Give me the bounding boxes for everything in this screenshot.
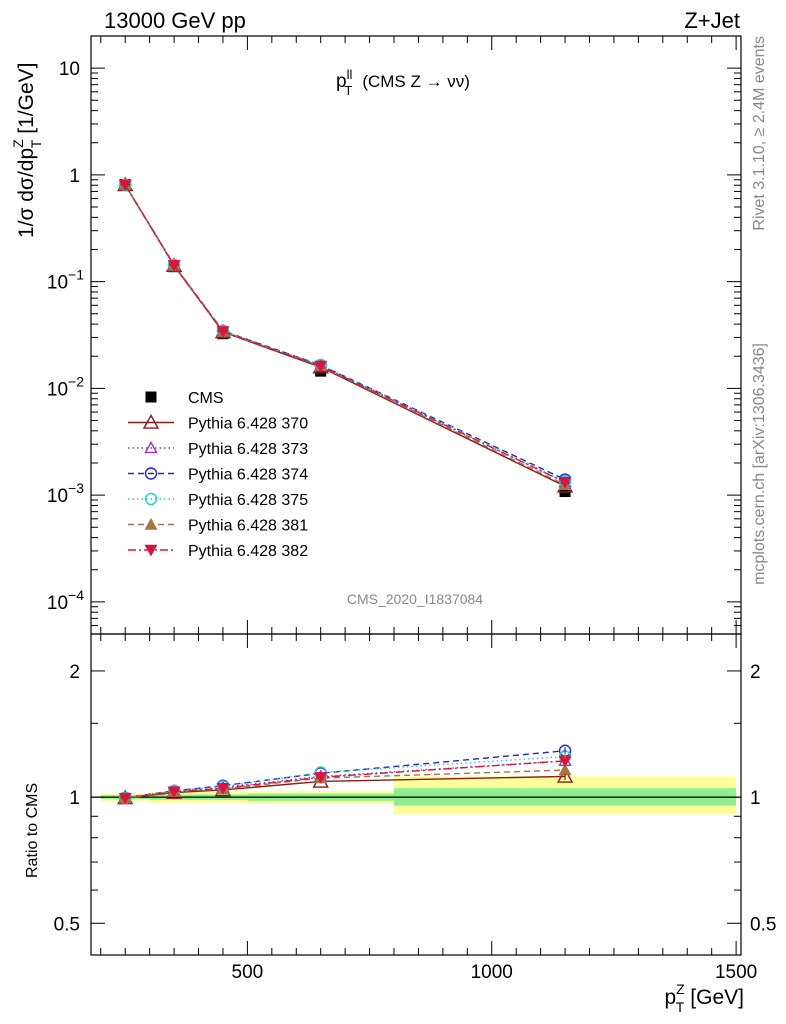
main-point-s382 xyxy=(118,179,132,192)
header-left: 13000 GeV pp xyxy=(104,8,246,33)
x-tick-label: 1000 xyxy=(471,962,513,983)
ratio-y-tick-label: 0.5 xyxy=(54,914,80,935)
xlabel-sup: Z xyxy=(676,981,685,997)
source-label: mcplots.cern.ch [arXiv:1306.3436] xyxy=(751,343,768,585)
legend-marker-s373 xyxy=(144,441,158,454)
ratio-y-axis-label: Ratio to CMS xyxy=(24,783,41,878)
xlabel-sub: T xyxy=(676,999,685,1015)
x-tick-label: 500 xyxy=(232,962,264,983)
xlabel-unit: [GeV] xyxy=(690,986,744,1009)
main-point-s382 xyxy=(314,360,328,373)
legend-marker-s370 xyxy=(142,414,160,429)
legend-label: Pythia 6.428 374 xyxy=(188,467,308,484)
ylabel-base: 1/σ dσ/dp xyxy=(15,148,38,238)
main-point-s382 xyxy=(216,326,230,339)
ratio-point-s382 xyxy=(118,792,132,805)
title-sup: ll xyxy=(347,67,353,82)
ylabel-sup: Z xyxy=(10,139,26,148)
legend-label: Pythia 6.428 382 xyxy=(188,543,308,560)
title-base: p xyxy=(336,71,347,92)
main-line-s381 xyxy=(124,184,566,486)
y-tick-label: 1 xyxy=(69,166,80,187)
legend-marker-s381 xyxy=(144,518,158,530)
x-tick-label: 1500 xyxy=(715,962,757,983)
legend: CMS Pythia 6.428 370 Pythia 6.428 373 Pythi… xyxy=(128,390,308,560)
main-point-s382 xyxy=(167,260,181,272)
legend-marker-s382 xyxy=(144,544,158,557)
legend-marker-cms xyxy=(145,391,157,403)
y-tick-label: 10 xyxy=(59,59,80,80)
ratio-panel-frame xyxy=(90,633,742,956)
main-line-s373 xyxy=(124,184,566,483)
ratio-point-s382 xyxy=(314,772,328,784)
y-tick-label: 10−3 xyxy=(47,480,84,507)
header-right: Z+Jet xyxy=(684,8,740,33)
title-sub: T xyxy=(344,83,352,98)
ratio-y-tick-label-right: 0.5 xyxy=(750,914,776,935)
plot-title: pll T (CMS Z → νν) xyxy=(336,67,470,98)
main-y-axis-label: 1/σ dσ/dpZ T [1/GeV] xyxy=(10,63,44,238)
ratio-point-s382 xyxy=(216,783,230,795)
y-tick-label: 10−2 xyxy=(47,373,84,400)
legend-label: Pythia 6.428 381 xyxy=(188,518,308,535)
main-line-s375 xyxy=(124,184,566,482)
ratio-y-tick-label: 1 xyxy=(69,788,80,809)
ylabel-sub: T xyxy=(28,139,44,148)
legend-label: Pythia 6.428 375 xyxy=(188,492,308,509)
ratio-point-s382 xyxy=(167,786,181,799)
main-point-s382 xyxy=(558,477,572,489)
y-tick-label: 10−4 xyxy=(47,587,84,614)
ratio-y-tick-label-right: 2 xyxy=(750,662,761,683)
title-rest: (CMS Z → νν) xyxy=(362,72,470,91)
legend-label: Pythia 6.428 370 xyxy=(188,416,308,433)
xlabel-base: p xyxy=(664,986,676,1009)
legend-marker-s374 xyxy=(144,467,158,480)
ratio-y-tick-label-right: 1 xyxy=(750,788,761,809)
y-tick-label: 10−1 xyxy=(47,267,84,294)
rivet-label: Rivet 3.1.10, ≥ 2.4M events xyxy=(751,36,768,231)
main-line-s374 xyxy=(124,184,566,481)
ylabel-unit: [1/GeV] xyxy=(15,63,38,134)
main-line-s382 xyxy=(124,184,566,483)
x-axis-label: pZ T [GeV] xyxy=(664,981,744,1015)
ratio-y-tick-label: 2 xyxy=(69,662,80,683)
analysis-watermark: CMS_2020_I1837084 xyxy=(347,591,483,607)
legend-marker-s375 xyxy=(144,492,158,506)
legend-label: CMS xyxy=(188,390,224,407)
ratio-point-s370 xyxy=(556,768,574,783)
legend-label: Pythia 6.428 373 xyxy=(188,441,308,458)
